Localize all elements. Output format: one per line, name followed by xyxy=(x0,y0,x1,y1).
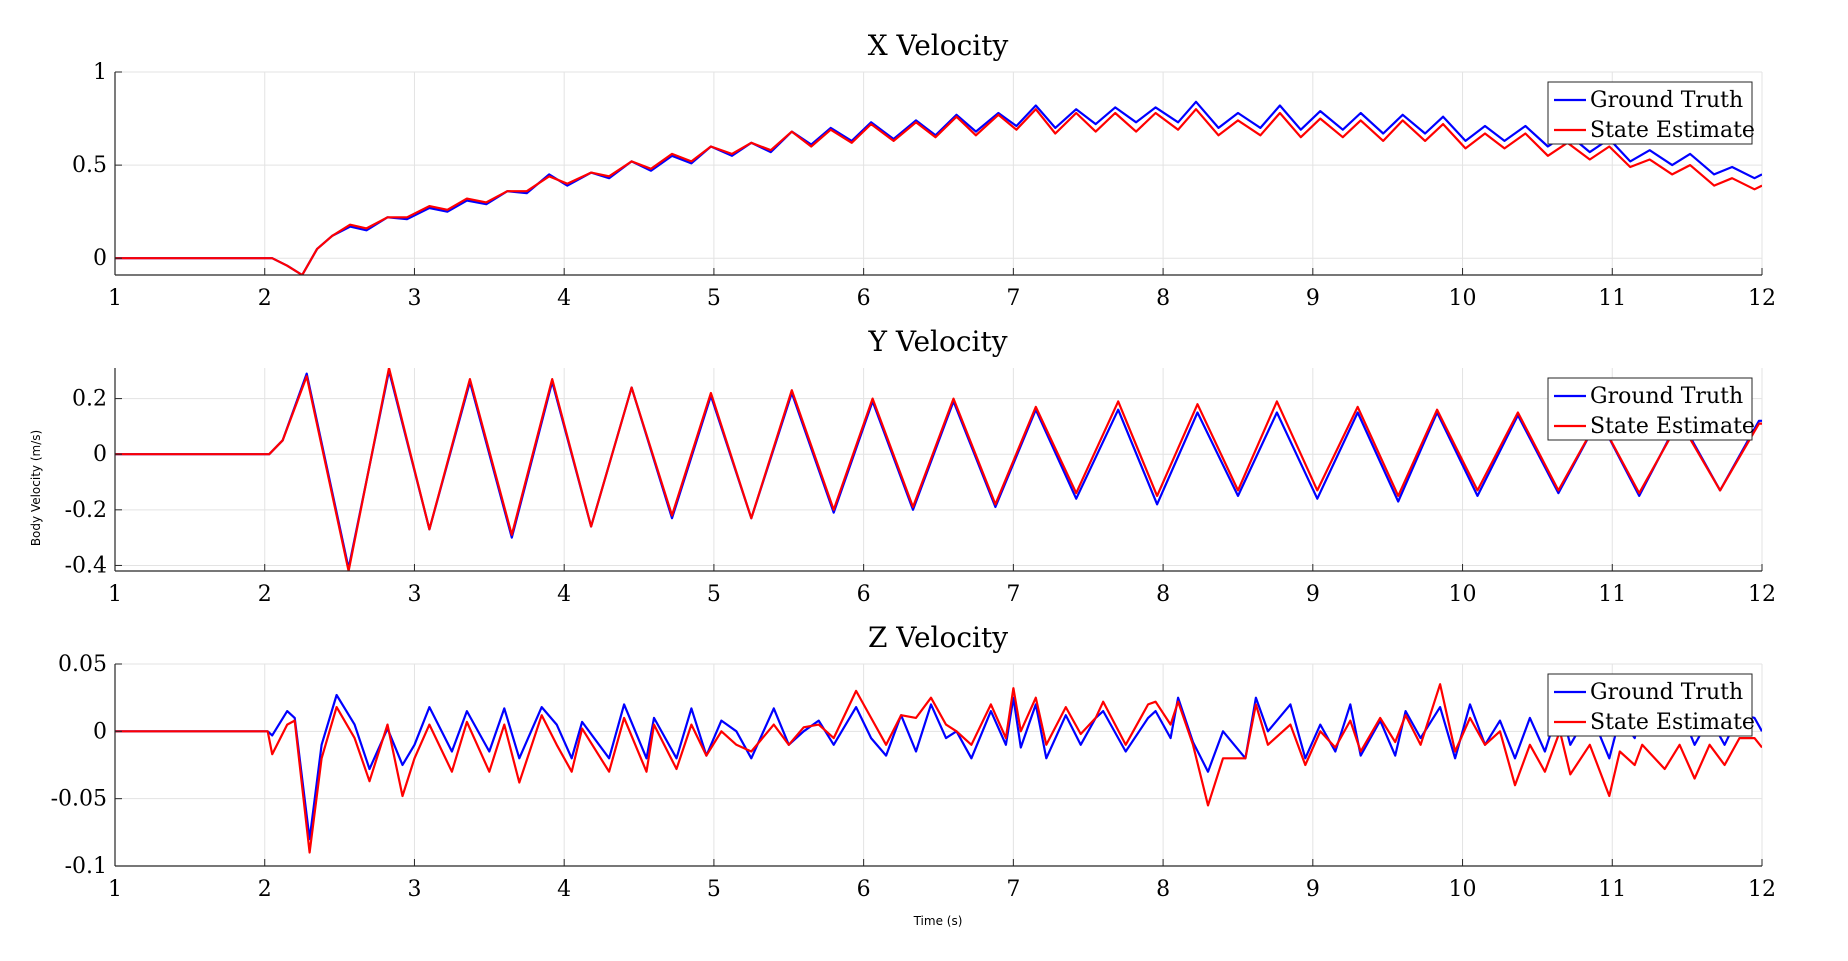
z-velocity-x-tick-label: 2 xyxy=(258,877,272,902)
z-velocity-x-tick-label: 6 xyxy=(857,877,871,902)
z-velocity-x-tick-label: 10 xyxy=(1449,877,1477,902)
x-velocity-x-tick-label: 2 xyxy=(258,286,272,311)
y-velocity-panel: Y Velocity 1 2 3 4 5 6 7 8 9 10 11 12-0.4-0.200.2 Gr… xyxy=(65,325,1776,607)
y-velocity-series-state-estimate-line xyxy=(115,368,1762,571)
x-velocity-y-tick-label: 0 xyxy=(93,246,107,271)
y-velocity-y-tick-label: -0.4 xyxy=(65,553,107,578)
x-velocity-x-tick-label: 8 xyxy=(1156,286,1170,311)
y-velocity-x-tick-label: 1 xyxy=(108,582,122,607)
z-velocity-y-tick-label: -0.1 xyxy=(65,854,107,879)
y-velocity-x-tick-label: 11 xyxy=(1598,582,1626,607)
x-velocity-x-tick-label: 7 xyxy=(1006,286,1020,311)
z-velocity-title: Z Velocity xyxy=(868,621,1008,654)
y-axis-label: Body Velocity (m/s) xyxy=(29,430,43,546)
z-velocity-y-tick-label: 0 xyxy=(93,719,107,744)
x-velocity-y-tick-label: 0.5 xyxy=(72,153,107,178)
y-velocity-x-tick-label: 5 xyxy=(707,582,721,607)
z-velocity-x-tick-label: 9 xyxy=(1306,877,1320,902)
x-velocity-y-tick-label: 1 xyxy=(93,60,107,85)
x-velocity-legend-box xyxy=(1547,81,1753,145)
y-velocity-legend: Ground Truth State Estimate xyxy=(1547,377,1755,441)
z-velocity-legend-box xyxy=(1547,673,1753,737)
z-velocity-x-tick-label: 3 xyxy=(407,877,421,902)
x-velocity-title: X Velocity xyxy=(868,29,1009,62)
x-velocity-x-tick-label: 6 xyxy=(857,286,871,311)
y-velocity-x-tick-label: 4 xyxy=(557,582,571,607)
y-velocity-x-tick-label: 3 xyxy=(407,582,421,607)
y-velocity-y-tick-label: 0 xyxy=(93,442,107,467)
z-velocity-x-tick-label: 12 xyxy=(1748,877,1776,902)
y-velocity-x-tick-label: 2 xyxy=(258,582,272,607)
z-velocity-y-tick-label: -0.05 xyxy=(51,787,107,812)
z-velocity-y-tick-label: 0.05 xyxy=(58,652,107,677)
x-velocity-legend: Ground Truth State Estimate xyxy=(1547,81,1755,145)
y-velocity-legend-entry: Ground Truth xyxy=(1590,384,1743,409)
z-velocity-legend-entry: State Estimate xyxy=(1590,710,1755,735)
y-velocity-y-tick-label: -0.2 xyxy=(65,498,107,523)
z-velocity-x-tick-label: 7 xyxy=(1006,877,1020,902)
x-velocity-series-state-estimate-line xyxy=(115,108,1762,275)
y-velocity-x-tick-label: 8 xyxy=(1156,582,1170,607)
y-velocity-x-tick-label: 12 xyxy=(1748,582,1776,607)
x-axis-label: Time (s) xyxy=(913,914,963,928)
z-velocity-panel: Z Velocity 1 2 3 4 5 6 7 8 9 10 11 12-0.1-0.0500.05… xyxy=(51,621,1776,902)
x-velocity-legend-entry: Ground Truth xyxy=(1590,88,1743,113)
z-velocity-series-ground-truth-line xyxy=(115,693,1762,841)
x-velocity-x-tick-label: 9 xyxy=(1306,286,1320,311)
x-velocity-x-tick-label: 1 xyxy=(108,286,122,311)
x-velocity-x-tick-label: 12 xyxy=(1748,286,1776,311)
x-velocity-x-tick-label: 10 xyxy=(1449,286,1477,311)
x-velocity-x-tick-label: 3 xyxy=(407,286,421,311)
x-velocity-legend-entry: State Estimate xyxy=(1590,118,1755,143)
z-velocity-series-state-estimate-line xyxy=(115,683,1762,854)
z-velocity-x-tick-label: 8 xyxy=(1156,877,1170,902)
z-velocity-legend: Ground Truth State Estimate xyxy=(1547,673,1755,737)
z-velocity-x-tick-label: 5 xyxy=(707,877,721,902)
y-velocity-title: Y Velocity xyxy=(867,325,1007,358)
y-velocity-legend-box xyxy=(1547,377,1753,441)
y-velocity-x-tick-label: 6 xyxy=(857,582,871,607)
z-velocity-x-tick-label: 1 xyxy=(108,877,122,902)
z-velocity-plot-area xyxy=(115,664,1762,866)
x-velocity-x-tick-label: 11 xyxy=(1598,286,1626,311)
y-velocity-y-tick-label: 0.2 xyxy=(72,387,107,412)
y-velocity-x-tick-label: 9 xyxy=(1306,582,1320,607)
y-velocity-legend-entry: State Estimate xyxy=(1590,414,1755,439)
y-velocity-x-tick-label: 7 xyxy=(1006,582,1020,607)
x-velocity-series-ground-truth-line xyxy=(115,100,1762,275)
x-velocity-x-tick-label: 5 xyxy=(707,286,721,311)
x-velocity-plot-area xyxy=(115,72,1762,275)
x-velocity-x-tick-label: 4 xyxy=(557,286,571,311)
z-velocity-x-tick-label: 11 xyxy=(1598,877,1626,902)
z-velocity-x-tick-label: 4 xyxy=(557,877,571,902)
z-velocity-legend-entry: Ground Truth xyxy=(1590,680,1743,705)
y-velocity-x-tick-label: 10 xyxy=(1449,582,1477,607)
